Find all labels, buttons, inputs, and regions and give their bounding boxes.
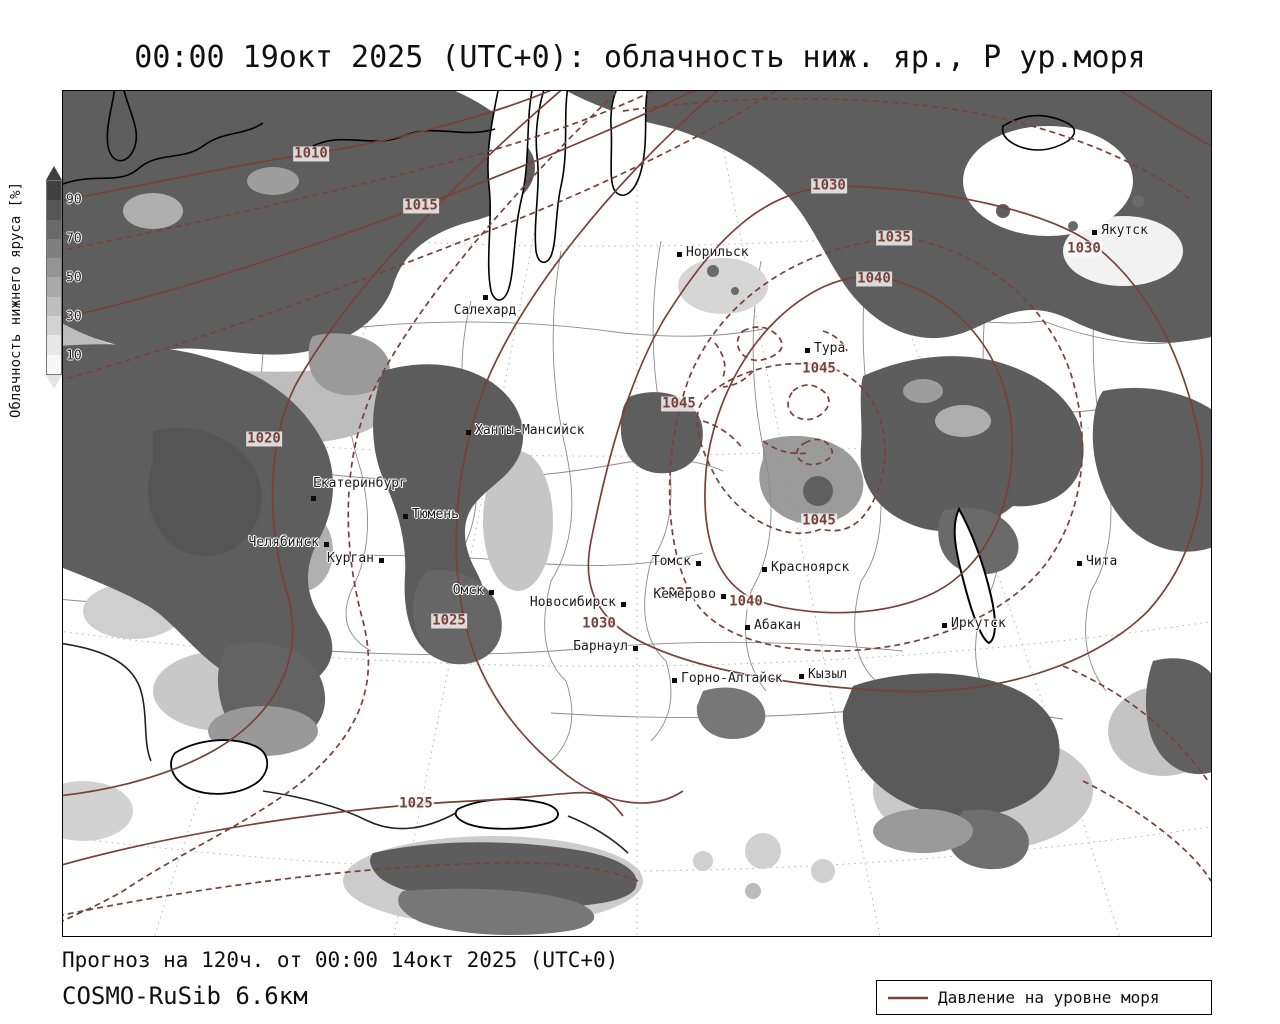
lake-zaysan-outline [454,798,559,830]
colorbar-tick: 50 [66,270,82,286]
colorbar-segment [47,181,61,201]
cloudiness-colorbar: 90 70 50 30 10 [46,166,82,389]
pressure-legend-label: Давление на уровне моря [938,988,1160,1007]
pressure-legend: Давление на уровне моря [876,980,1212,1015]
white-sea-coastline [63,122,264,186]
isobar-sample-line [888,996,928,999]
colorbar-gradient [46,180,62,375]
yenisei-gulf-coast [610,91,649,196]
colorbar-segment [47,200,61,220]
colorbar-axis-label: Облачность нижнего яруса [%] [8,181,24,419]
colorbar-segment [47,258,61,278]
arctic-island [1001,114,1076,151]
isobar-1025-west [455,91,719,804]
colorbar-arrow-up-icon [46,166,62,180]
state-border-west [63,642,152,762]
isobar-1020 [63,91,562,797]
colorbar-segment [47,238,61,259]
graticule-layer [63,91,1211,936]
colorbar-segment [47,219,61,239]
map-area: 1010 1015 1030 1035 1030 1040 1045 1045 1020 1045… [62,90,1212,937]
lake-baikal-outline [953,506,996,645]
ob-gulf-coast [487,91,533,301]
taz-gulf-coast [534,91,569,264]
colorbar-segment [47,316,61,336]
state-border-east [567,815,629,854]
colorbar-tick: 70 [66,231,82,247]
colorbar-arrow-down-icon [46,375,62,389]
colorbar-tick: 90 [66,192,82,208]
colorbar-segment [47,296,61,317]
isobar-1025-south [63,791,624,866]
colorbar-tick: 10 [66,348,82,364]
cloud-layer [63,91,1211,935]
forecast-info: Прогноз на 120ч. от 00:00 14окт 2025 (UT… [62,948,619,972]
colorbar-tick: 30 [66,309,82,325]
colorbar-segment [47,277,61,297]
isobar-1045-loop [696,362,886,534]
isobar-1040-loop [704,275,1013,614]
colorbar-segment [47,354,61,374]
isobar-layer [63,91,1211,922]
isobar-1030-loop [587,185,1203,693]
map-canvas [63,91,1211,936]
isobar-ne-corner [1119,91,1211,147]
page-title: 00:00 19окт 2025 (UTC+0): облачность ниж… [134,40,1146,75]
state-border-mid [262,790,457,830]
white-sea-inlet [106,91,138,162]
model-info: COSMO-RuSib 6.6км [62,982,308,1010]
colorbar-ticks: 90 70 50 30 10 [66,166,96,390]
lake-balkhash-outline [170,739,269,795]
colorbar-segment [47,335,61,355]
